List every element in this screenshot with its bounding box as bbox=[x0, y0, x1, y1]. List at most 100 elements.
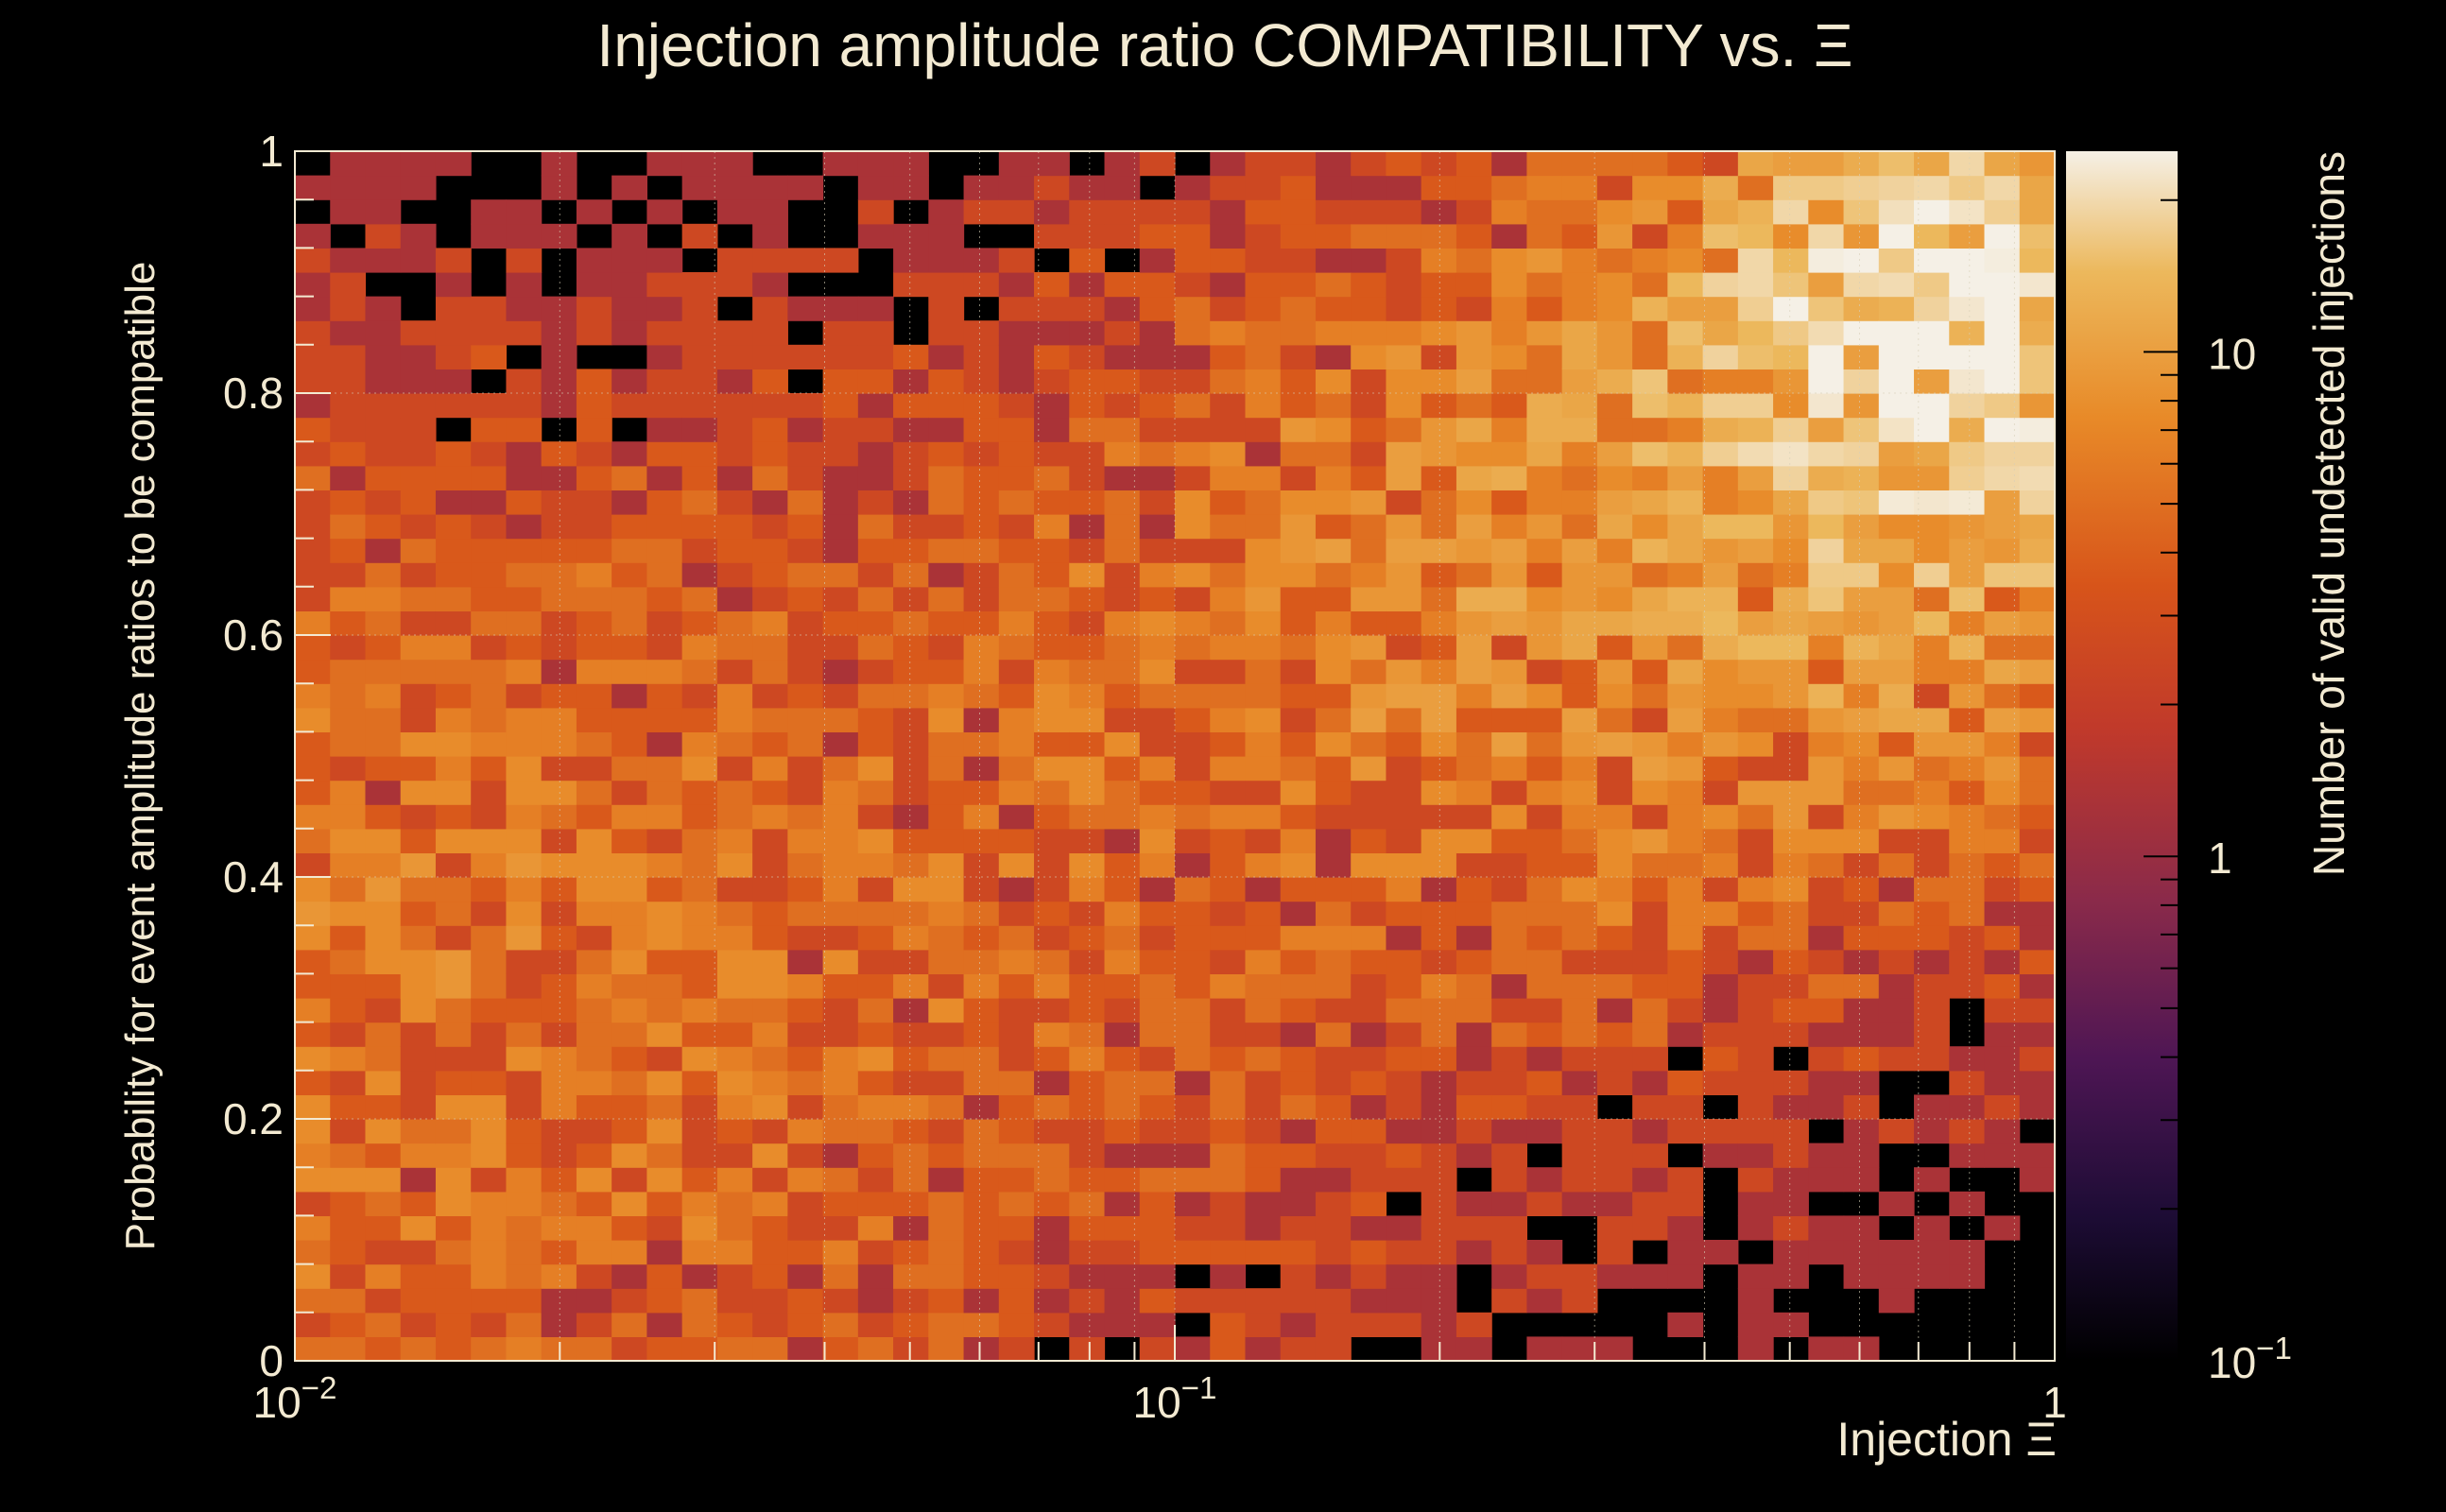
heatmap-cell bbox=[681, 320, 718, 346]
heatmap-cell bbox=[2019, 465, 2056, 490]
heatmap-cell bbox=[1456, 490, 1492, 515]
heatmap-cell bbox=[1280, 1022, 1317, 1047]
heatmap-cell bbox=[1245, 1167, 1282, 1193]
heatmap-cell bbox=[1526, 417, 1563, 442]
heatmap-cell bbox=[541, 901, 577, 926]
heatmap-cell bbox=[1632, 538, 1668, 563]
heatmap-cell bbox=[1491, 756, 1527, 782]
heatmap-cell bbox=[928, 1191, 965, 1216]
heatmap-cell bbox=[1210, 852, 1247, 878]
heatmap-cell bbox=[1702, 393, 1739, 419]
heatmap-cell bbox=[471, 514, 508, 540]
heatmap-cell bbox=[1034, 756, 1070, 782]
heatmap-cell bbox=[365, 1191, 402, 1216]
heatmap-cell bbox=[1386, 199, 1422, 225]
heatmap-cell bbox=[1737, 925, 1774, 951]
heatmap-cell bbox=[1737, 707, 1774, 732]
heatmap-cell bbox=[1280, 199, 1317, 225]
heatmap-cell bbox=[928, 683, 965, 709]
heatmap-cell bbox=[1034, 852, 1070, 878]
heatmap-cell bbox=[1878, 151, 1915, 177]
heatmap-cell bbox=[893, 731, 929, 757]
heatmap-cell bbox=[1351, 635, 1387, 661]
heatmap-cell bbox=[1843, 1094, 1880, 1120]
heatmap-cell bbox=[435, 296, 472, 321]
heatmap-cell bbox=[400, 1336, 437, 1362]
heatmap-cell bbox=[1878, 756, 1915, 782]
heatmap-cell bbox=[1773, 610, 1809, 636]
heatmap-cell bbox=[1737, 1094, 1774, 1120]
heatmap-cell bbox=[998, 1143, 1035, 1168]
heatmap-cell bbox=[295, 562, 331, 588]
heatmap-cell bbox=[752, 998, 788, 1023]
heatmap-cell bbox=[1034, 1288, 1070, 1314]
heatmap-cell bbox=[1034, 465, 1070, 490]
heatmap-cell bbox=[365, 538, 402, 563]
heatmap-cell bbox=[1421, 1240, 1457, 1265]
heatmap-cell bbox=[471, 804, 508, 830]
heatmap-cell bbox=[435, 925, 472, 951]
heatmap-cell bbox=[1773, 1312, 1809, 1337]
heatmap-cell bbox=[1245, 465, 1282, 490]
heatmap-cell bbox=[365, 296, 402, 321]
heatmap-cell bbox=[471, 1288, 508, 1314]
heatmap-cell bbox=[365, 514, 402, 540]
heatmap-cell bbox=[1843, 175, 1880, 200]
heatmap-cell bbox=[1210, 490, 1247, 515]
heatmap-cell bbox=[1949, 1119, 1986, 1144]
heatmap-cell bbox=[1245, 756, 1282, 782]
heatmap-cell bbox=[1351, 1046, 1387, 1072]
heatmap-cell bbox=[1526, 659, 1563, 684]
heatmap-cell bbox=[2019, 707, 2056, 732]
heatmap-cell bbox=[716, 1143, 753, 1168]
heatmap-cell bbox=[435, 320, 472, 346]
heatmap-cell bbox=[2019, 538, 2056, 563]
heatmap-cell bbox=[1596, 659, 1633, 684]
heatmap-cell bbox=[928, 804, 965, 830]
heatmap-cell bbox=[1139, 465, 1176, 490]
heatmap-cell bbox=[1491, 441, 1527, 467]
heatmap-cell bbox=[506, 683, 543, 709]
heatmap-cell bbox=[1632, 320, 1668, 346]
heatmap-cell bbox=[998, 393, 1035, 419]
heatmap-cell bbox=[893, 1094, 929, 1120]
heatmap-cell bbox=[1139, 514, 1176, 540]
heatmap-cell bbox=[928, 949, 965, 974]
heatmap-cell bbox=[1491, 1191, 1527, 1216]
heatmap-cell bbox=[1843, 417, 1880, 442]
heatmap-cell bbox=[998, 949, 1035, 974]
heatmap-cell bbox=[330, 562, 367, 588]
heatmap-cell bbox=[681, 659, 718, 684]
heatmap-cell bbox=[998, 1046, 1035, 1072]
heatmap-cell bbox=[716, 586, 753, 611]
heatmap-cell bbox=[1139, 369, 1176, 394]
heatmap-cell bbox=[1843, 804, 1880, 830]
heatmap-cell bbox=[1773, 1215, 1809, 1241]
heatmap-cell bbox=[612, 1215, 647, 1241]
heatmap-cell bbox=[1491, 925, 1527, 951]
heatmap-cell bbox=[295, 1215, 331, 1241]
heatmap-cell bbox=[506, 659, 543, 684]
heatmap-cell bbox=[1773, 514, 1809, 540]
heatmap-cell bbox=[1949, 1046, 1986, 1072]
heatmap-cell bbox=[612, 828, 647, 853]
heatmap-cell bbox=[681, 731, 718, 757]
heatmap-cell bbox=[1808, 538, 1845, 563]
heatmap-cell bbox=[1737, 344, 1774, 369]
heatmap-cell bbox=[1210, 369, 1247, 394]
heatmap-cell bbox=[1421, 659, 1457, 684]
heatmap-cell bbox=[471, 683, 508, 709]
heatmap-cell bbox=[1210, 998, 1247, 1023]
heatmap-cell bbox=[330, 901, 367, 926]
heatmap-cell bbox=[1702, 417, 1739, 442]
heatmap-cell bbox=[1702, 877, 1739, 902]
heatmap-cell bbox=[330, 175, 367, 200]
heatmap-cell bbox=[1667, 1022, 1704, 1047]
heatmap-cell bbox=[1069, 1070, 1106, 1095]
heatmap-cell bbox=[822, 1191, 859, 1216]
heatmap-cell bbox=[1351, 490, 1387, 515]
heatmap-cell bbox=[506, 441, 543, 467]
heatmap-cell bbox=[1034, 828, 1070, 853]
heatmap-cell bbox=[1808, 1167, 1845, 1193]
heatmap-cell bbox=[928, 852, 965, 878]
